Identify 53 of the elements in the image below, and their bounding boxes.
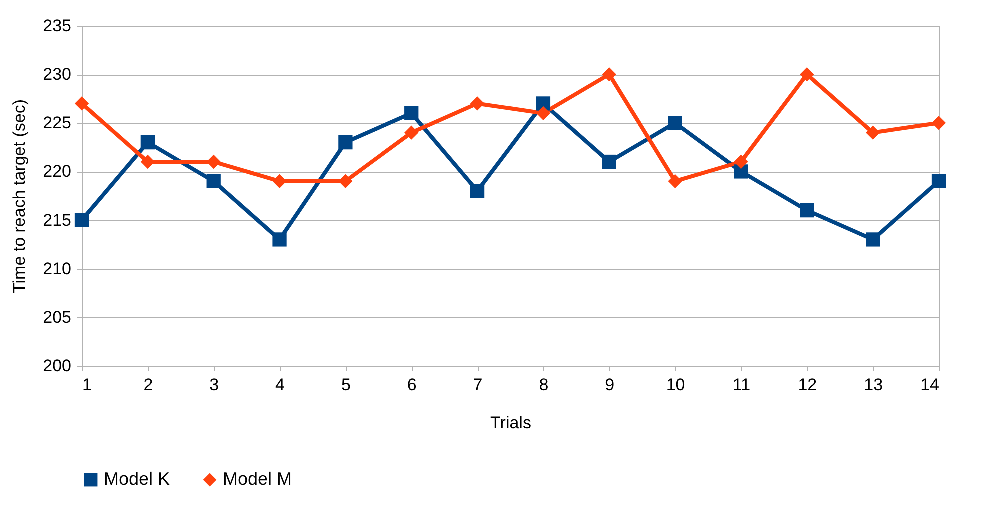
x-tick-label: 3 [210, 376, 220, 394]
x-axis-title: Trials [490, 414, 532, 432]
point [74, 96, 90, 111]
x-tick-label: 11 [732, 376, 751, 394]
x-tick-label: 13 [864, 376, 884, 394]
point [140, 136, 155, 150]
y-tick-label: 225 [43, 114, 72, 133]
point [602, 154, 616, 170]
point [536, 106, 551, 120]
point [602, 68, 616, 82]
point [272, 174, 287, 188]
point [206, 174, 221, 188]
point [338, 174, 353, 188]
x-tick-label: 12 [798, 376, 818, 394]
point [74, 213, 90, 228]
x-tick-label: 8 [539, 376, 549, 394]
y-tick-label: 210 [43, 259, 72, 278]
point [734, 164, 748, 179]
x-tick-label: 9 [605, 376, 615, 394]
y-axis-title: Time to reach target (sec) [10, 100, 30, 294]
point [734, 154, 748, 170]
x-tick-label: 6 [407, 376, 417, 394]
point [470, 184, 485, 198]
point [932, 116, 946, 130]
y-tick-label: 235 [43, 16, 72, 36]
point [800, 204, 814, 218]
x-tick-label: 4 [276, 376, 286, 394]
x-tick-label: 14 [920, 376, 940, 394]
x-tick-label: 1 [82, 376, 92, 394]
point [470, 96, 485, 111]
point [866, 232, 880, 247]
x-tick-label: 2 [144, 376, 154, 394]
legend-label: Model M [223, 469, 292, 489]
y-tick-label: 205 [43, 308, 72, 327]
point [404, 126, 419, 140]
point [800, 68, 814, 82]
point [866, 126, 880, 140]
point [140, 154, 155, 170]
x-tick-label: 10 [666, 376, 686, 394]
point [932, 174, 946, 188]
point [668, 174, 682, 188]
point [338, 136, 353, 150]
y-tick-label: 220 [43, 162, 72, 182]
y-tick-label: 215 [43, 210, 72, 230]
point [404, 106, 419, 120]
point [206, 154, 221, 170]
point [668, 116, 682, 130]
point [272, 232, 287, 247]
y-tick-label: 230 [43, 65, 72, 84]
x-tick-label: 7 [473, 376, 483, 394]
legend-label: Model K [104, 469, 170, 489]
y-tick-label: 200 [43, 356, 72, 376]
x-tick-label: 5 [341, 376, 351, 394]
